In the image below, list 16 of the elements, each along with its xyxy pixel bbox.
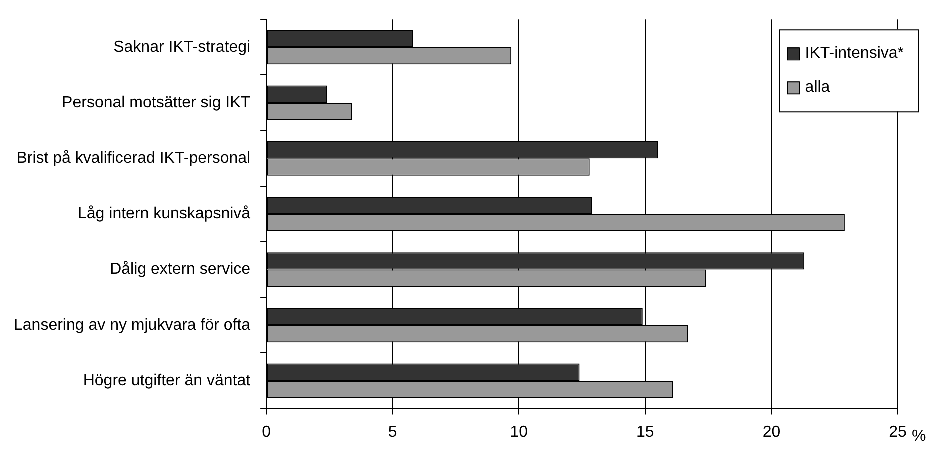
x-tick-label: 5	[388, 424, 398, 441]
x-axis-title: %	[912, 428, 926, 446]
x-tick-label: 15	[636, 424, 654, 441]
y-tick-label: Personal motsätter sig IKT	[62, 94, 251, 112]
y-tick-label: Saknar IKT-strategi	[114, 38, 251, 56]
x-tick-label: 10	[510, 424, 528, 441]
x-tick-label: 25	[889, 424, 907, 441]
legend-label: IKT-intensiva*	[805, 45, 904, 62]
y-tick-label: Lansering av ny mjukvara för ofta	[14, 316, 251, 334]
y-tick-label: Högre utgifter än väntat	[83, 372, 252, 390]
legend-label: alla	[805, 79, 830, 96]
y-tick-label: Låg intern kunskapsnivå	[78, 206, 251, 223]
y-tick-label: Dålig extern service	[110, 261, 251, 278]
x-tick-label: 20	[762, 424, 781, 441]
y-tick-label: Brist på kvalificerad IKT-personal	[16, 150, 251, 168]
x-tick-label: 0	[262, 424, 272, 441]
